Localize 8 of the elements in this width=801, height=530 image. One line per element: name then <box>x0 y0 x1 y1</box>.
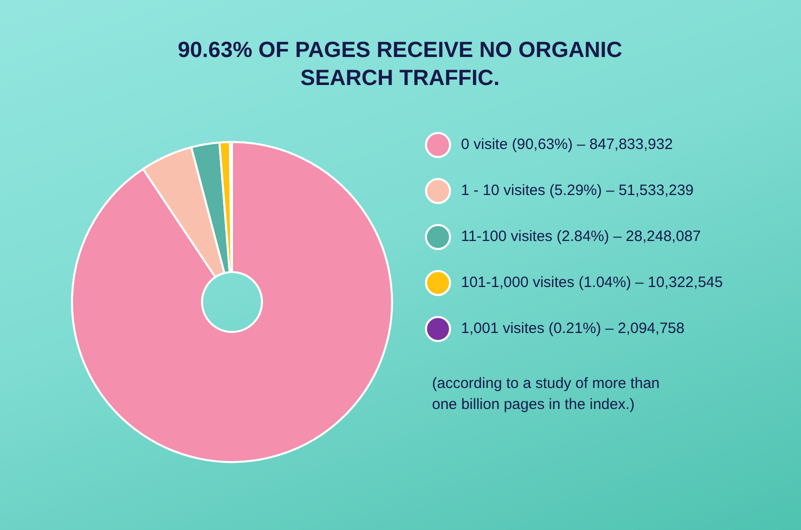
legend-label: 1 - 10 visites (5.29%) – 51,533,239 <box>461 182 694 199</box>
text: (according to a study of more than one billion pages in the index.) <box>432 374 661 415</box>
chart-title: 90.63% OF PAGES RECEIVE NO ORGANIC SEARCH TRAFFIC. <box>176 36 624 92</box>
donut-slice <box>71 141 393 463</box>
legend-label: 1,001 visites (0.21%) – 2,094,758 <box>461 320 684 337</box>
legend-label: 0 visite (90,63%) – 847,833,932 <box>461 136 673 153</box>
legend-label: 101-1,000 visites (1.04%) – 10,322,545 <box>461 274 723 291</box>
legend-label: 11-100 visites (2.84%) – 28,248,087 <box>461 228 701 245</box>
